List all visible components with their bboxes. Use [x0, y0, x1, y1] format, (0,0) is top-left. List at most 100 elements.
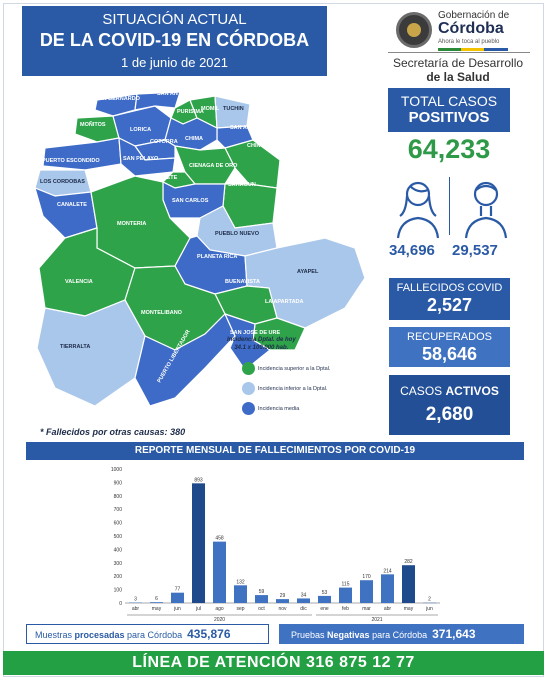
legend-swatch: [242, 362, 255, 375]
municipality-label: SAN PELAYO: [123, 156, 159, 162]
y-tick-label: 100: [114, 588, 123, 594]
data-label: 77: [175, 587, 181, 593]
municipality-label: MONTERIA: [117, 221, 146, 227]
x-tick-label: may: [152, 606, 162, 612]
gov-slogan: Ahora le toca al pueblo: [438, 39, 500, 45]
incidence-line2: 34.1 x 100.000 hab.: [234, 345, 289, 351]
municipality-san-pelayo: [118, 136, 176, 177]
data-label: 458: [215, 536, 224, 542]
secretaria-line1: Secretaría de Desarrollo: [392, 56, 524, 70]
x-tick-label: oct: [258, 606, 265, 612]
x-tick-label: jun: [173, 606, 181, 612]
municipality-label: SAHAGUN: [228, 182, 256, 188]
monthly-deaths-chart: 0 100 200 300 400 500 600 700 800 900 1000 3 abr 6 may…: [111, 467, 440, 623]
data-label: 34: [301, 592, 307, 598]
legend-label: Incidencia inferior a la Dptal.: [258, 386, 328, 392]
samples-value: 435,876: [187, 627, 231, 641]
data-label: 59: [259, 589, 265, 595]
y-tick-label: 800: [114, 494, 123, 500]
x-tick-label: dic: [300, 606, 307, 612]
y-tick-label: 900: [114, 480, 123, 486]
divider: [388, 52, 530, 53]
active-value: 2,680: [425, 404, 474, 425]
deaths-box: FALLECIDOS COVID 2,527: [389, 278, 510, 320]
x-tick-label: ene: [320, 606, 329, 612]
neg-value: 371,643: [432, 627, 476, 641]
chart-bar: [380, 574, 395, 603]
title-line2: DE LA COVID-19 EN CÓRDOBA: [39, 30, 310, 50]
gender-icons: [388, 172, 518, 242]
y-tick-label: 700: [114, 507, 123, 513]
y-tick-label: 1000: [111, 467, 122, 473]
recovered-box: RECUPERADOS 58,646: [389, 327, 510, 367]
total-cases-value: 64,233: [407, 134, 491, 164]
municipality-san-jose-de-ure: [223, 312, 272, 371]
chart-bar: [170, 592, 185, 603]
women-count: 34,696: [389, 242, 435, 259]
total-label2: POSITIVOS: [408, 109, 490, 126]
samples-suffix: para Córdoba: [124, 630, 183, 640]
title-line1: SITUACIÓN ACTUAL: [102, 11, 247, 28]
incidence-line1: Incidencia Dptal. de hoy: [227, 337, 296, 343]
chart-bar: [149, 602, 164, 603]
other-causes-value: 380: [170, 427, 186, 437]
neg-suffix: para Córdoba: [369, 630, 428, 640]
municipality-label: TUCHIN: [223, 106, 244, 112]
data-label: 170: [362, 574, 371, 580]
municipality-label: LOS CORDOBAS: [40, 179, 85, 185]
female-icon: [396, 181, 440, 239]
municipality-label: CIENAGA DE ORO: [189, 163, 238, 169]
recovered-value: 58,646: [421, 344, 478, 364]
municipality-puerto-libertador: [134, 312, 236, 407]
recovered-label: RECUPERADOS: [407, 331, 492, 343]
municipality-label: MOMIL: [201, 106, 220, 112]
data-label: 6: [155, 596, 158, 602]
x-tick-label: abr: [132, 606, 140, 612]
negative-tests: Pruebas Negativas para Córdoba 371,643: [279, 624, 524, 644]
male-icon: [464, 181, 508, 239]
samples-mid: procesadas: [74, 630, 125, 640]
chart-bar: [275, 599, 290, 603]
data-label: 214: [383, 568, 392, 574]
gender-divider: [449, 177, 450, 235]
active-label-b: ACTIVOS: [445, 384, 499, 398]
neg-prefix: Pruebas: [291, 630, 328, 640]
municipality-label: VALENCIA: [65, 279, 93, 285]
secretaria-label: Secretaría de Desarrollo de la Salud: [383, 56, 533, 84]
deaths-value: 2,527: [426, 295, 473, 315]
x-tick-label: may: [404, 606, 414, 612]
other-causes-label: * Fallecidos por otras causas:: [40, 427, 168, 437]
seal-icon: [396, 12, 432, 48]
x-tick-label: feb: [342, 606, 349, 612]
gov-prefix: Gobernación de: [438, 10, 510, 21]
legend-swatch: [242, 382, 255, 395]
title-date: 1 de junio de 2021: [121, 55, 228, 70]
other-causes-note: * Fallecidos por otras causas: 380: [40, 427, 185, 437]
y-tick-label: 300: [114, 561, 123, 567]
x-tick-label: mar: [362, 606, 371, 612]
chart-bar: [401, 565, 416, 603]
total-label1: TOTAL CASOS: [400, 93, 498, 109]
municipality-san-antero: [134, 91, 181, 111]
municipality-moñitos: [74, 115, 120, 143]
municipality-puerto-escondido: [42, 137, 122, 171]
neg-mid: Negativas: [327, 630, 370, 640]
legend-label: Incidencia superior a la Dptal.: [258, 366, 331, 372]
data-label: 115: [342, 582, 350, 588]
municipality-label: LORICA: [130, 127, 151, 133]
chart-bar: [233, 585, 248, 603]
x-tick-label: abr: [384, 606, 392, 612]
incidence-note: Incidencia Dptal. de hoy 34.1 x 100.000 …: [227, 336, 296, 352]
municipality-label: SAN ANDRES: [230, 125, 266, 131]
data-label: 2: [428, 597, 431, 603]
legend-swatch: [242, 402, 255, 415]
data-label: 893: [194, 477, 203, 483]
municipality-tierralta: [36, 299, 146, 407]
chart-bar: [359, 580, 374, 603]
data-label: 29: [280, 593, 286, 599]
gobernacion-logo: Gobernación de Córdoba Ahora le toca al …: [386, 8, 536, 54]
x-tick-label: ago: [215, 606, 224, 612]
municipality-label: LA APARTADA: [265, 299, 304, 305]
legend-label: Incidencia media: [258, 406, 300, 412]
